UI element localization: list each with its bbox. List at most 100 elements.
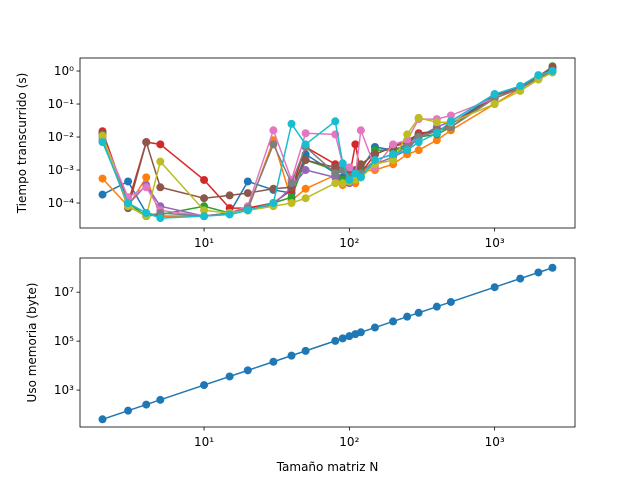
data-point (156, 395, 165, 404)
x-tick-label: 10³ (485, 236, 505, 250)
data-point (414, 308, 423, 317)
data-point (98, 190, 107, 199)
data-point (243, 366, 252, 375)
data-point (200, 194, 209, 203)
data-point (331, 117, 340, 126)
y-tick-label: 10³ (54, 383, 74, 397)
data-point (301, 184, 310, 193)
data-point (389, 156, 398, 165)
data-point (243, 206, 252, 215)
x-tick-label: 10² (339, 435, 359, 449)
series-line (102, 67, 553, 217)
data-point (331, 163, 340, 172)
data-point (432, 118, 441, 127)
x-axis-label: Tamaño matriz N (276, 460, 379, 474)
data-point (403, 130, 412, 139)
data-point (432, 129, 441, 138)
data-point (142, 183, 151, 192)
data-point (414, 146, 423, 155)
data-point (389, 150, 398, 159)
data-point (301, 166, 310, 175)
data-point (548, 263, 557, 272)
data-point (345, 332, 354, 341)
data-point (142, 400, 151, 409)
data-point (124, 406, 133, 415)
data-point (389, 317, 398, 326)
data-point (446, 111, 455, 120)
data-point (200, 381, 209, 390)
data-point (98, 131, 107, 140)
data-point (301, 129, 310, 138)
data-point (356, 173, 365, 182)
data-point (389, 140, 398, 149)
series-line (101, 69, 553, 217)
data-point (490, 283, 499, 292)
data-point (351, 169, 360, 178)
data-point (516, 82, 525, 91)
data-point (414, 113, 423, 122)
data-point (142, 208, 151, 217)
series-line (101, 67, 553, 217)
x-tick-label: 10² (339, 236, 359, 250)
x-tick-label: 10³ (485, 435, 505, 449)
series-line (101, 70, 553, 217)
y-tick-label: 10⁻² (48, 130, 75, 144)
axes-frame (79, 57, 576, 229)
data-point (124, 177, 133, 186)
data-point (287, 351, 296, 360)
series-line (101, 70, 553, 217)
data-point (269, 357, 278, 366)
data-point (200, 206, 209, 215)
y-axis-label: Tiempo transcurrido (s) (15, 73, 29, 215)
data-point (548, 67, 557, 76)
data-point (356, 160, 365, 169)
series-line (101, 70, 553, 219)
axes-frame (79, 257, 576, 428)
y-tick-label: 10⁷ (54, 285, 74, 299)
data-point (200, 212, 209, 221)
y-tick-label: 10⁰ (54, 64, 74, 78)
data-point (269, 140, 278, 149)
data-point (301, 156, 310, 165)
data-point (243, 189, 252, 198)
y-tick-label: 10⁻³ (48, 163, 75, 177)
data-point (301, 346, 310, 355)
y-tick-label: 10⁵ (54, 334, 74, 348)
data-point (370, 156, 379, 165)
data-point (269, 199, 278, 208)
series-line (101, 65, 553, 217)
data-point (124, 199, 133, 208)
data-point (356, 328, 365, 337)
data-point (225, 191, 234, 200)
data-point (432, 136, 441, 145)
data-point (98, 415, 107, 424)
data-point (142, 138, 151, 147)
data-point (534, 71, 543, 80)
x-tick-label: 10¹ (194, 435, 214, 449)
data-point (142, 173, 151, 182)
data-point (98, 138, 107, 147)
series-line (101, 71, 553, 218)
data-point (287, 199, 296, 208)
data-point (98, 174, 107, 183)
data-point (414, 138, 423, 147)
data-point (516, 274, 525, 283)
data-point (225, 372, 234, 381)
data-point (156, 157, 165, 166)
data-point (403, 312, 412, 321)
x-tick-label: 10¹ (194, 236, 214, 250)
data-point (243, 177, 252, 186)
data-point (338, 334, 347, 343)
data-point (403, 146, 412, 155)
data-point (287, 119, 296, 128)
data-point (446, 297, 455, 306)
data-point (287, 179, 296, 188)
data-point (156, 214, 165, 223)
data-point (331, 336, 340, 345)
data-point (331, 169, 340, 178)
data-point (490, 100, 499, 109)
y-tick-label: 10⁻⁴ (48, 196, 75, 210)
data-point (338, 179, 347, 188)
data-point (432, 302, 441, 311)
